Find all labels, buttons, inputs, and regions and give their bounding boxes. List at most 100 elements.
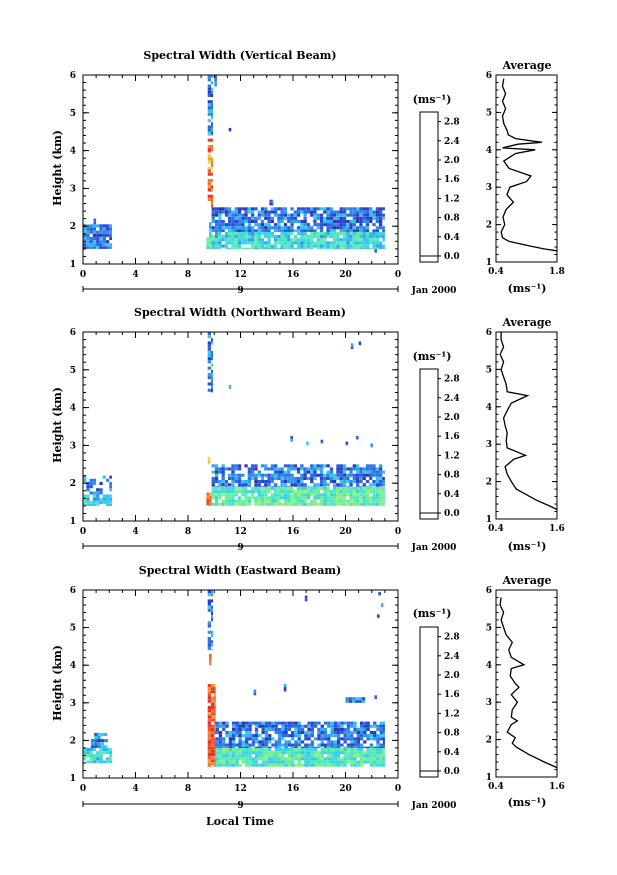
average-profile-line (499, 597, 558, 769)
data-cell (232, 737, 236, 741)
data-cell (206, 243, 210, 247)
data-cell (231, 210, 235, 214)
data-cell (211, 338, 213, 342)
data-cell (232, 731, 236, 735)
data-cell (96, 754, 100, 758)
data-cell (89, 751, 93, 755)
data-cell (375, 483, 379, 487)
data-cell (86, 240, 90, 244)
data-cell (303, 231, 307, 235)
data-cell (207, 765, 211, 767)
data-cell (304, 598, 308, 602)
data-cell (352, 235, 356, 239)
data-cell (294, 743, 298, 747)
data-cell (225, 760, 229, 764)
data-cell (293, 493, 297, 497)
data-cell (234, 210, 238, 214)
data-cell (379, 499, 383, 503)
data-cell (353, 743, 357, 747)
data-cell (291, 731, 295, 735)
data-cell (296, 483, 301, 487)
data-cell (382, 483, 385, 487)
data-cell (207, 188, 211, 192)
data-cell (297, 747, 301, 751)
data-cell (326, 229, 330, 232)
data-cell (261, 760, 265, 764)
data-cell (320, 747, 324, 751)
data-cell (375, 502, 379, 506)
data-cell (304, 595, 308, 599)
data-cell (342, 238, 347, 242)
data-cell (300, 754, 305, 758)
data-cell (228, 384, 232, 388)
data-cell (365, 229, 370, 232)
data-cell (281, 754, 285, 758)
data-cell (244, 493, 248, 497)
data-cell (349, 486, 353, 487)
data-cell (211, 103, 213, 107)
data-cell (346, 467, 350, 471)
data-cell (377, 617, 380, 619)
data-cell (228, 754, 232, 758)
data-cell (379, 207, 383, 211)
data-cell (271, 727, 275, 731)
data-cell (228, 496, 232, 500)
data-cell (271, 737, 275, 741)
data-cell (268, 724, 272, 728)
data-cell (348, 700, 353, 703)
data-cell (214, 487, 219, 491)
data-cell (274, 757, 278, 761)
data-cell (316, 467, 320, 471)
data-cell (270, 467, 274, 471)
data-cell (382, 480, 385, 484)
data-cell (274, 727, 278, 731)
data-cell (343, 760, 347, 764)
data-cell (232, 727, 236, 731)
data-cell (247, 207, 251, 211)
data-cell (379, 502, 383, 506)
data-cell (373, 721, 377, 725)
data-cell (316, 487, 320, 491)
data-cell (258, 734, 262, 738)
data-cell (346, 734, 351, 738)
data-cell (237, 213, 242, 217)
data-cell (303, 229, 307, 232)
data-cell (317, 754, 321, 758)
data-cell (336, 238, 340, 242)
data-cell (257, 480, 261, 484)
data-cell (333, 241, 337, 245)
data-cell (356, 740, 360, 744)
data-cell (92, 747, 97, 751)
data-cell (99, 246, 103, 249)
x-tick-label: 0 (395, 270, 401, 280)
data-cell (211, 235, 215, 239)
data-cell (277, 731, 282, 735)
data-cell (218, 751, 223, 755)
data-cell (237, 231, 242, 235)
data-cell (340, 757, 344, 761)
data-cell (99, 760, 103, 763)
data-cell (245, 746, 249, 748)
data-cell (333, 757, 337, 761)
data-cell (207, 138, 211, 142)
data-cell (362, 476, 366, 480)
data-cell (373, 754, 377, 758)
data-cell (207, 78, 211, 82)
data-cell (297, 734, 301, 738)
data-cell (211, 207, 215, 211)
data-cell (376, 763, 380, 767)
data-cell (90, 745, 95, 748)
data-cell (296, 244, 301, 248)
data-cell (313, 502, 317, 506)
data-cell (294, 754, 298, 758)
data-cell (109, 236, 112, 240)
data-cell (274, 470, 278, 474)
data-cell (232, 724, 236, 728)
data-cell (231, 473, 235, 477)
data-cell (333, 502, 337, 506)
data-cell (296, 207, 301, 211)
data-cell (234, 464, 238, 468)
data-cell (109, 504, 112, 506)
data-cell (283, 464, 288, 468)
data-cell (350, 343, 354, 347)
